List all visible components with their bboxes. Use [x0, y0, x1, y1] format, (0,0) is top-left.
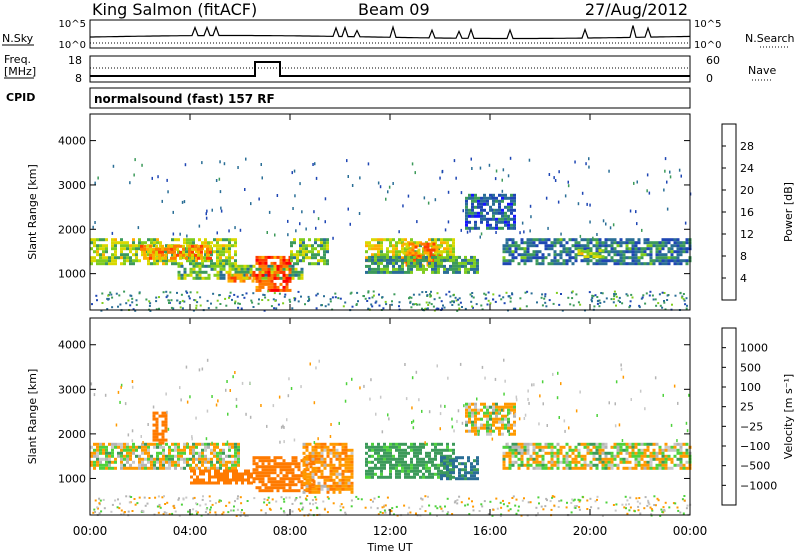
- x-axis-label: Time UT: [366, 541, 412, 554]
- velocity-colorbar-tick-label: 100: [740, 381, 761, 394]
- velocity-panel: 1000 2000 3000 4000 Slant Range [km]: [26, 317, 692, 517]
- velocity-echo-cells: [90, 402, 692, 494]
- nsearch-tick-bottom: 10^0: [694, 40, 721, 51]
- power-y-tick-label: 1000: [58, 268, 86, 281]
- power-echo-region: [365, 255, 479, 274]
- velocity-echo-region: [465, 402, 516, 436]
- power-colorbar-tick-label: 4: [740, 272, 747, 285]
- velocity-colorbar-tick-label: −500: [740, 460, 770, 473]
- velocity-colorbar: 1000 500 100 25 −25 −100 −500 −1000 Velocity [m …: [721, 327, 795, 506]
- nsky-panel: [89, 19, 691, 49]
- nsky-trace: [90, 24, 691, 44]
- cpid-text: normalsound (fast) 157 RF: [94, 92, 275, 106]
- cpid-panel: [89, 87, 691, 109]
- nsky-tick-bottom: 10^0: [59, 40, 86, 51]
- power-echo-region: [290, 238, 329, 266]
- freq-panel: [89, 55, 691, 83]
- power-colorbar-tick-label: 8: [740, 250, 747, 263]
- power-colorbar-tick-label: 28: [740, 140, 754, 153]
- freq-trace: [90, 61, 690, 77]
- power-colorbar: 28 24 20 16 12 8 4 Power [dB]: [721, 123, 795, 301]
- velocity-colorbar-tick-label: 25: [740, 401, 754, 414]
- beam-title: Beam 09: [358, 0, 430, 19]
- power-y-tick-label: 2000: [58, 223, 86, 236]
- cpid-label: CPID: [6, 91, 35, 104]
- x-tick-label: 16:00: [473, 524, 508, 538]
- freq-tick-bottom: 8: [75, 72, 82, 85]
- power-echo-region: [577, 249, 605, 259]
- power-echo-region: [252, 255, 292, 292]
- nsearch-tick-top: 10^5: [694, 19, 721, 30]
- velocity-colorbar-tick-label: −1000: [740, 479, 777, 492]
- velocity-colorbar-tick-label: −25: [740, 420, 763, 433]
- velocity-colorbar-tick-label: 1000: [740, 342, 768, 355]
- station-title: King Salmon (fitACF): [92, 0, 257, 19]
- power-y-tick-label: 3000: [58, 179, 86, 192]
- velocity-colorbar-tick-label: −100: [740, 440, 770, 453]
- x-tick-label: 00:00: [73, 524, 108, 538]
- x-tick-label: 04:00: [173, 524, 208, 538]
- power-colorbar-tick-label: 16: [740, 206, 754, 219]
- nave-tick-top: 60: [706, 54, 720, 67]
- power-y-axis-label: Slant Range [km]: [26, 164, 39, 260]
- power-echo-cells: [90, 193, 692, 292]
- power-frame: [89, 113, 691, 311]
- velocity-echo-region: [190, 469, 253, 485]
- power-colorbar-tick-label: 24: [740, 162, 754, 175]
- freq-tick-top: 18: [68, 54, 82, 67]
- power-colorbar-tick-label: 20: [740, 184, 754, 197]
- date-title: 27/Aug/2012: [585, 0, 688, 19]
- power-echo-region: [140, 244, 212, 260]
- velocity-y-tick-label: 2000: [58, 428, 86, 441]
- velocity-echo-region: [152, 411, 168, 445]
- power-colorbar-label: Power [dB]: [782, 182, 795, 242]
- freq-line: [90, 61, 690, 77]
- velocity-colorbar-label: Velocity [m s⁻¹]: [782, 374, 795, 459]
- power-y-tick-label: 4000: [58, 135, 86, 148]
- power-colorbar-tick-label: 12: [740, 228, 754, 241]
- nsky-tick-top: 10^5: [59, 19, 86, 30]
- velocity-y-axis-label: Slant Range [km]: [26, 369, 39, 465]
- velocity-colorbar-frame: [721, 327, 737, 506]
- velocity-echo-region: [90, 442, 240, 470]
- velocity-echo-region: [440, 456, 479, 481]
- freq-label-line1: Freq.: [4, 53, 31, 66]
- velocity-y-tick-label: 3000: [58, 383, 86, 396]
- x-axis: 00:00 04:00 08:00 12:00 16:00 20:00 00:00: [73, 524, 708, 538]
- freq-label-line2: [MHz]: [4, 65, 36, 78]
- x-tick-label: 20:00: [573, 524, 608, 538]
- velocity-colorbar-tick-label: 500: [740, 361, 761, 374]
- velocity-y-tick-label: 1000: [58, 472, 86, 485]
- x-tick-label: 08:00: [273, 524, 308, 538]
- velocity-echo-region: [302, 442, 354, 494]
- nsearch-label: N.Search: [745, 32, 795, 45]
- velocity-scatter-noise: [90, 358, 692, 517]
- power-echo-region: [502, 238, 692, 266]
- power-scatter-noise: [91, 156, 692, 312]
- nave-tick-bottom: 0: [706, 72, 713, 85]
- x-tick-label: 12:00: [373, 524, 408, 538]
- nsky-label: N.Sky: [2, 32, 34, 45]
- x-tick-label: 00:00: [673, 524, 708, 538]
- nave-label: Nave: [748, 64, 776, 77]
- nsky-line: [90, 24, 691, 40]
- power-panel: 1000 2000 3000 4000 Slant Range [km]: [26, 113, 692, 312]
- velocity-y-tick-label: 4000: [58, 339, 86, 352]
- power-echo-region: [465, 193, 516, 230]
- velocity-frame: [89, 317, 691, 516]
- velocity-echo-region: [502, 442, 692, 470]
